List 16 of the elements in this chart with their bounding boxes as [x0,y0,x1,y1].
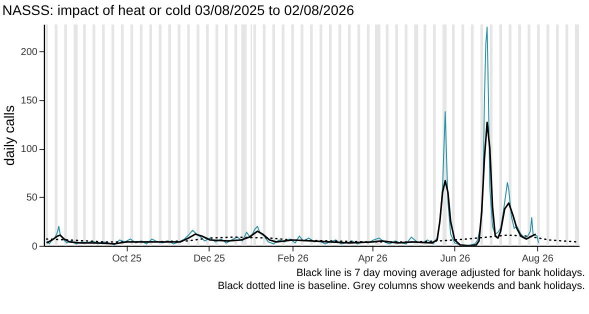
line-series [46,26,539,246]
x-tick-label: Oct 25 [112,253,142,264]
y-tick-label: 0 [32,241,38,252]
y-tick-label: 100 [20,144,38,156]
y-axis-title: daily calls [0,105,17,166]
text: Black line is 7 day moving average adjusted for bank holidays. [296,268,586,279]
x-tick-label: Jun 26 [440,253,471,264]
chart-title: NASSS: impact of heat or cold 03/08/2025 to 02/08/2026 [2,2,354,18]
x-tick-label: Apr 26 [358,253,388,264]
y-tick-label: 150 [20,96,38,107]
y-tick-label: 50 [26,192,38,204]
x-tick-label: Dec 25 [193,253,226,264]
x-tick-label: Aug 26 [522,253,554,264]
y-tick-label: 200 [20,46,38,58]
x-tick-label: Feb 26 [278,253,310,264]
text: Black dotted line is baseline. Grey columns show weekends and bank holidays. [218,280,586,292]
